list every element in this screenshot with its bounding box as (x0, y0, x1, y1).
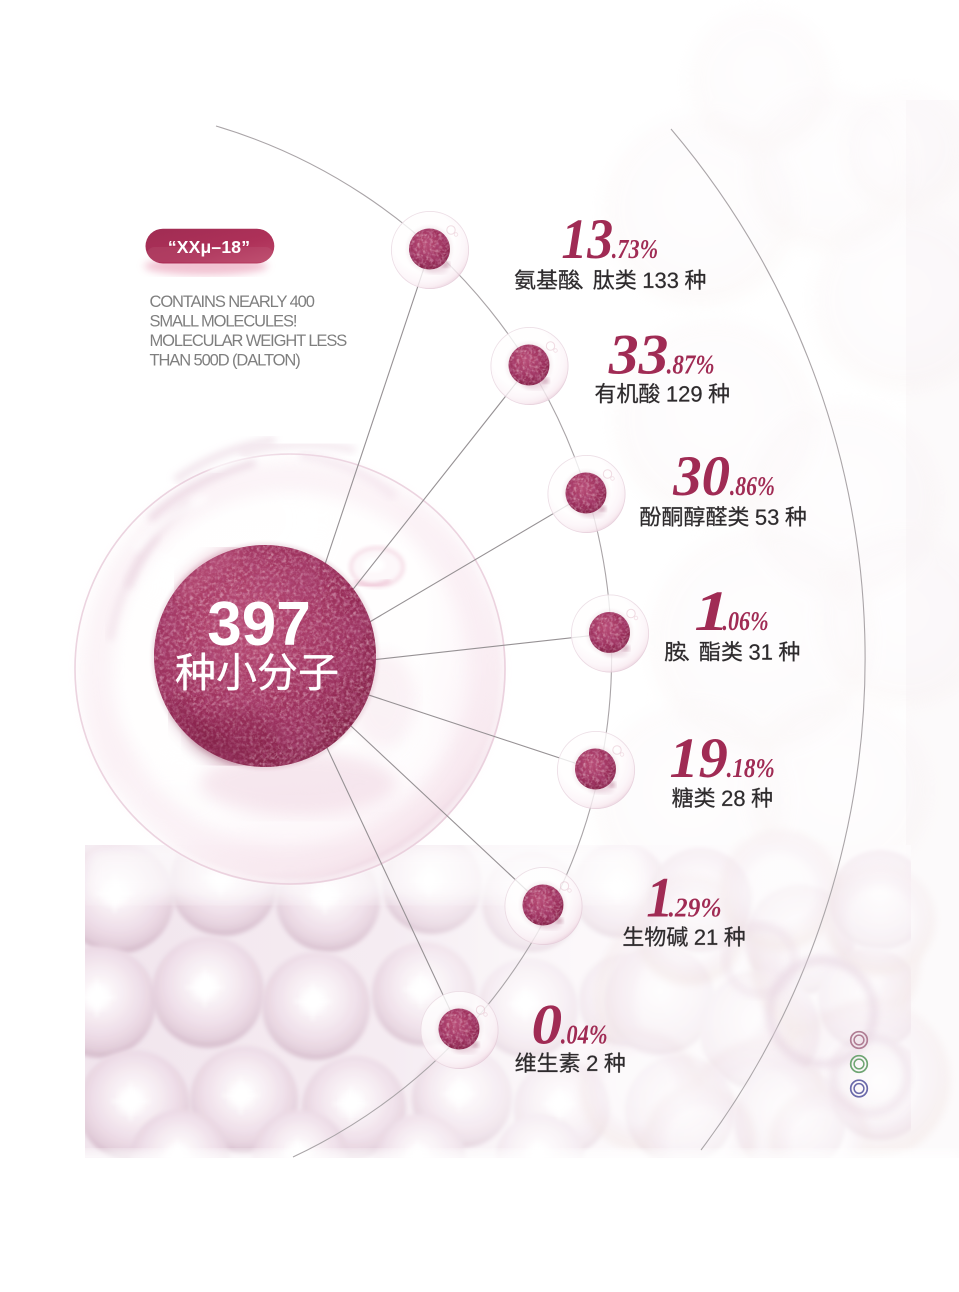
svg-text:CONTAINS NEARLY 400: CONTAINS NEARLY 400 (150, 293, 315, 311)
svg-text:.06%: .06% (722, 607, 768, 636)
svg-text:SMALL MOLECULES!: SMALL MOLECULES! (150, 313, 297, 331)
svg-text:397: 397 (207, 590, 310, 659)
svg-text:.18%: .18% (727, 754, 775, 783)
svg-text:.29%: .29% (669, 893, 722, 923)
svg-text:1: 1 (694, 579, 729, 642)
svg-text:13: 13 (561, 207, 613, 271)
svg-text:0: 0 (532, 992, 563, 1056)
svg-text:.73%: .73% (612, 235, 658, 264)
svg-text:33: 33 (608, 323, 669, 387)
svg-text:30: 30 (672, 445, 730, 508)
svg-text:.87%: .87% (667, 351, 715, 380)
svg-text:“XXμ–18”: “XXμ–18” (168, 237, 250, 257)
svg-text:.86%: .86% (730, 472, 775, 502)
svg-text:.04%: .04% (561, 1021, 608, 1050)
svg-text:MOLECULAR WEIGHT LESS: MOLECULAR WEIGHT LESS (150, 332, 348, 350)
svg-text:19: 19 (670, 728, 728, 790)
svg-text:THAN 500D (DALTON): THAN 500D (DALTON) (150, 352, 301, 370)
svg-text:1: 1 (646, 866, 673, 929)
